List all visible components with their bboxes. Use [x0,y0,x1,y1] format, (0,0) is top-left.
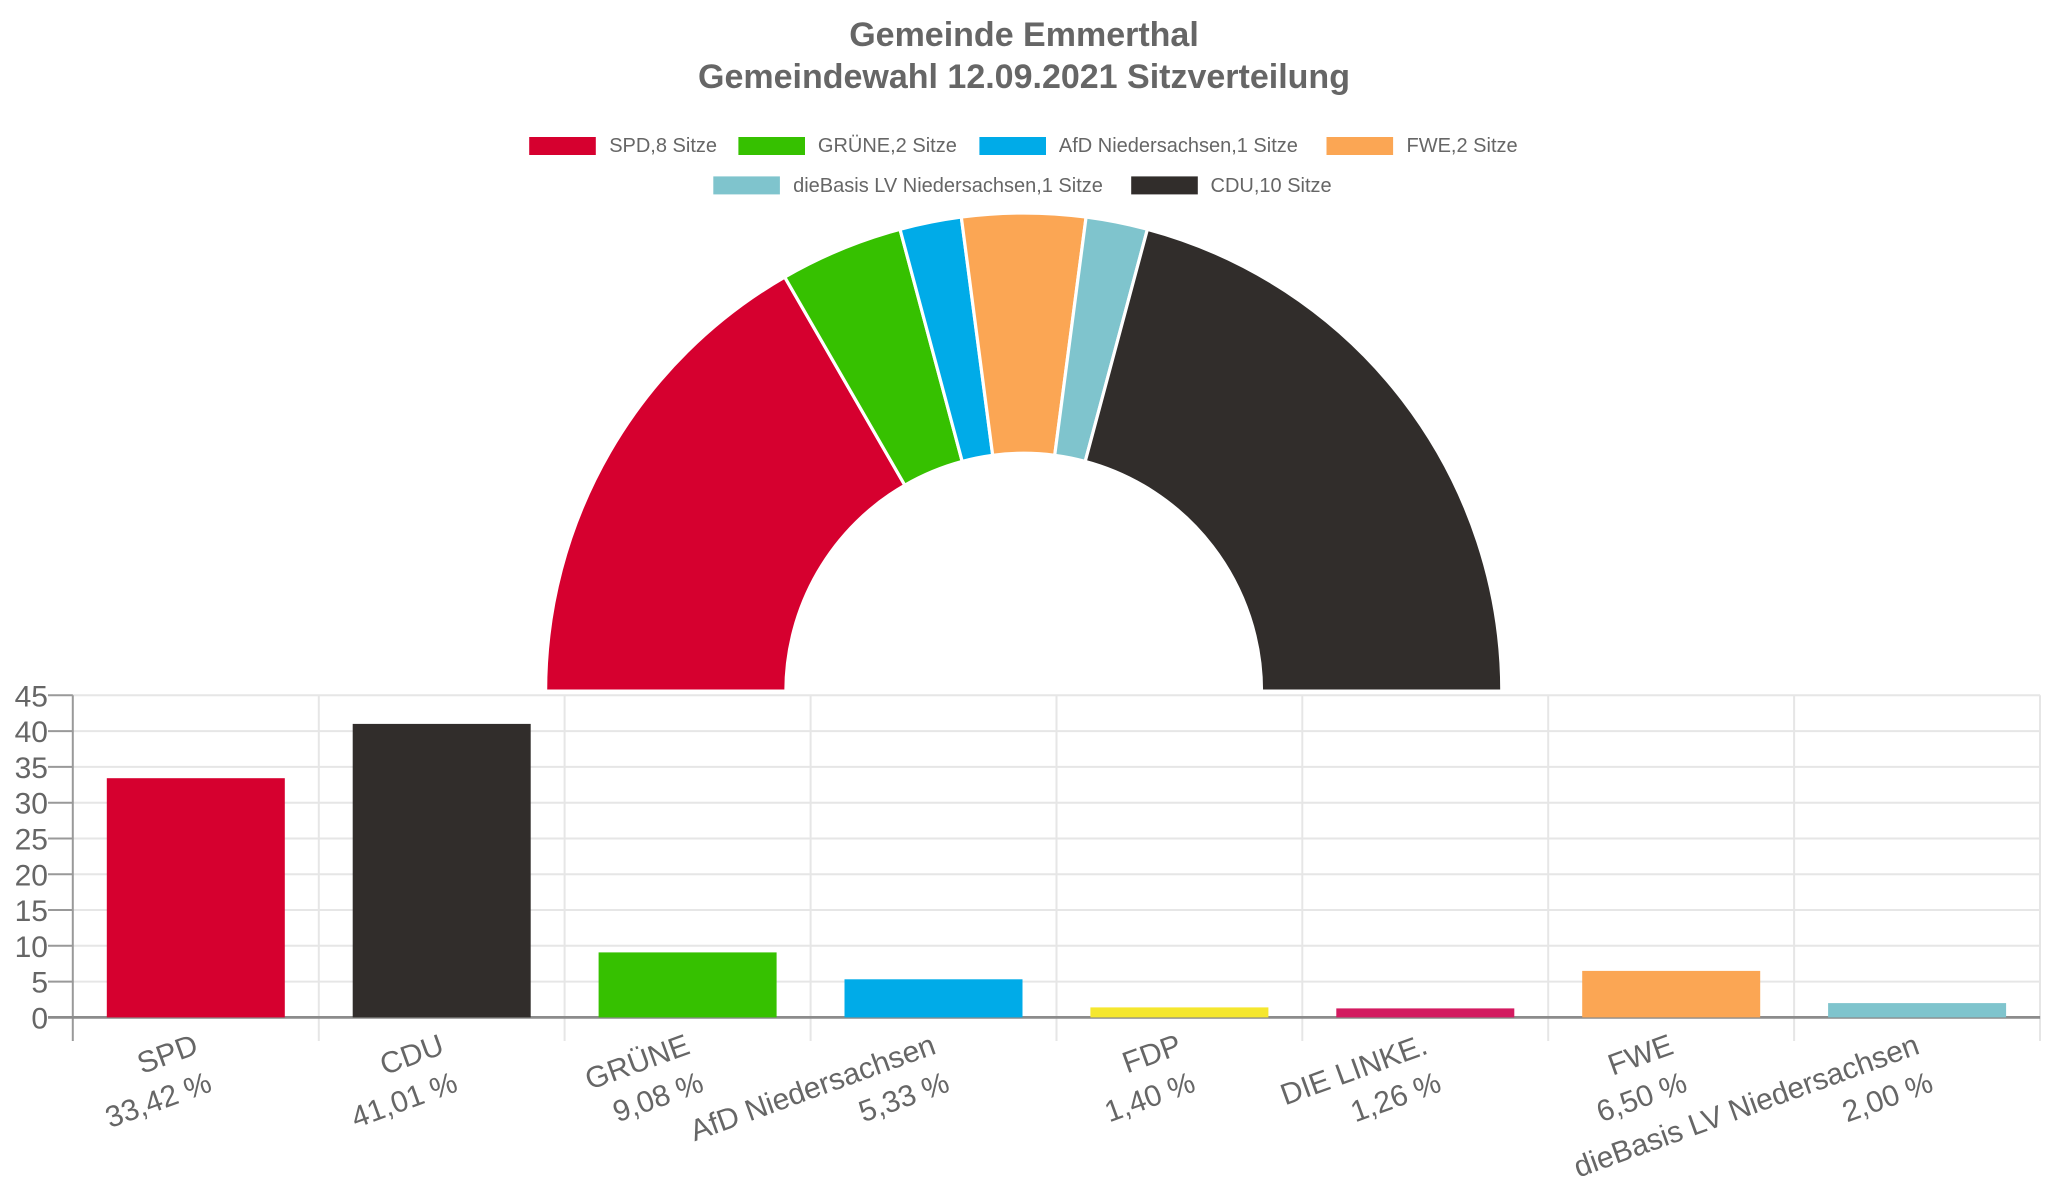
svg-text:40: 40 [15,716,48,749]
svg-text:30: 30 [15,788,48,821]
svg-text:dieBasis LV Niedersachsen,1 Si: dieBasis LV Niedersachsen,1 Sitze [793,175,1103,197]
svg-text:GRÜNE,2 Sitze: GRÜNE,2 Sitze [818,135,957,157]
svg-text:20: 20 [15,859,48,892]
svg-text:Gemeindewahl 12.09.2021 Sitzve: Gemeindewahl 12.09.2021 Sitzverteilung [698,58,1350,96]
svg-text:FWE,2 Sitze: FWE,2 Sitze [1407,135,1518,157]
svg-text:25: 25 [15,824,48,857]
svg-text:45: 45 [15,680,48,713]
svg-text:CDU,10 Sitze: CDU,10 Sitze [1211,175,1332,197]
svg-text:10: 10 [15,931,48,964]
svg-text:SPD,8 Sitze: SPD,8 Sitze [609,135,717,157]
svg-text:Gemeinde Emmerthal: Gemeinde Emmerthal [849,16,1199,54]
svg-text:35: 35 [15,752,48,785]
svg-text:15: 15 [15,895,48,928]
svg-text:AfD Niedersachsen,1 Sitze: AfD Niedersachsen,1 Sitze [1059,135,1298,157]
svg-text:5: 5 [31,967,48,1000]
svg-text:0: 0 [31,1002,48,1035]
